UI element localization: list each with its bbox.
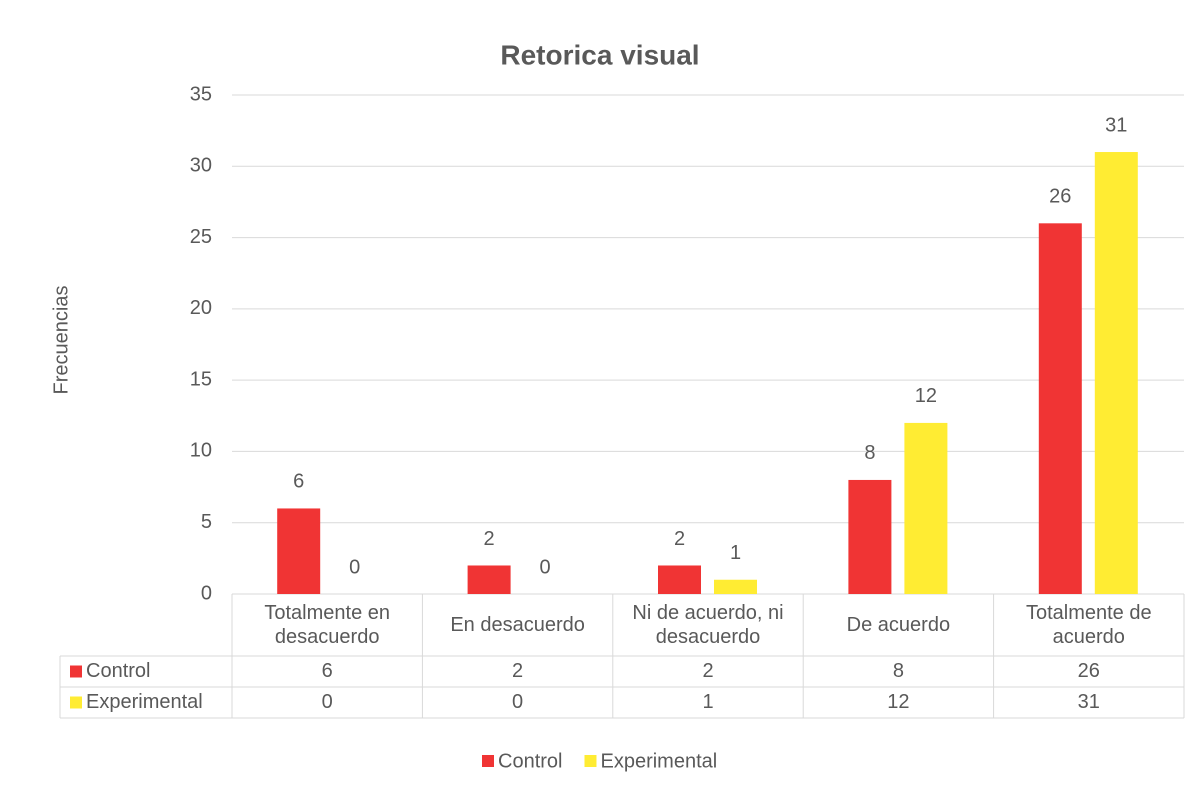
x-tick-label: De acuerdo xyxy=(846,614,951,636)
legend-key xyxy=(584,755,597,767)
y-tick-label: 15 xyxy=(190,368,212,390)
bar xyxy=(714,579,757,594)
legend-label: Experimental xyxy=(600,750,717,772)
x-tick-label: Totalmente en desacuerdo xyxy=(264,602,391,648)
bar xyxy=(848,479,892,594)
data-label: 2 xyxy=(484,528,495,550)
data-label: 26 xyxy=(1049,186,1071,208)
bar xyxy=(1094,152,1138,594)
x-tick-label: Ni de acuerdo, ni desacuerdo xyxy=(632,602,784,648)
data-label: 1 xyxy=(730,542,741,564)
table-cell: 1 xyxy=(702,691,713,713)
legend-label: Control xyxy=(498,750,562,772)
data-label: 6 xyxy=(293,471,304,493)
x-tick-label: Totalmente de acuerdo xyxy=(1025,602,1152,648)
table-cell: 2 xyxy=(702,660,713,682)
chart-title: Retorica visual xyxy=(500,39,699,70)
data-label: 0 xyxy=(540,556,551,578)
data-label: 0 xyxy=(349,556,360,578)
y-tick-label: 35 xyxy=(190,83,212,105)
y-tick-label: 30 xyxy=(190,155,212,177)
bar xyxy=(277,508,321,594)
y-tick-label: 10 xyxy=(190,440,212,462)
data-label: 8 xyxy=(864,442,875,464)
table-row-label: Experimental xyxy=(86,691,203,713)
table-cell: 26 xyxy=(1078,660,1100,682)
bar xyxy=(1038,223,1082,595)
table-cell: 8 xyxy=(893,660,904,682)
y-axis-label: Frecuencias xyxy=(50,286,72,395)
bar xyxy=(658,565,701,594)
table-legend-key xyxy=(70,696,82,709)
table-cell: 6 xyxy=(322,660,333,682)
y-tick-label: 5 xyxy=(201,511,212,533)
table-cell: 31 xyxy=(1078,691,1100,713)
x-tick-label: En desacuerdo xyxy=(450,614,585,636)
table-legend-key xyxy=(70,665,82,678)
table-row-label: Control xyxy=(86,660,150,682)
table-cell: 0 xyxy=(322,691,333,713)
bar xyxy=(904,422,948,594)
y-tick-label: 0 xyxy=(201,582,212,604)
y-tick-label: 20 xyxy=(190,297,212,319)
legend-key xyxy=(482,755,494,767)
data-label: 12 xyxy=(915,385,937,407)
table-cell: 12 xyxy=(887,691,909,713)
table-cell: 0 xyxy=(512,691,523,713)
table-cell: 2 xyxy=(512,660,523,682)
y-tick-label: 25 xyxy=(190,226,212,248)
bar xyxy=(467,565,511,594)
data-label: 31 xyxy=(1105,114,1127,136)
data-label: 2 xyxy=(674,528,685,550)
